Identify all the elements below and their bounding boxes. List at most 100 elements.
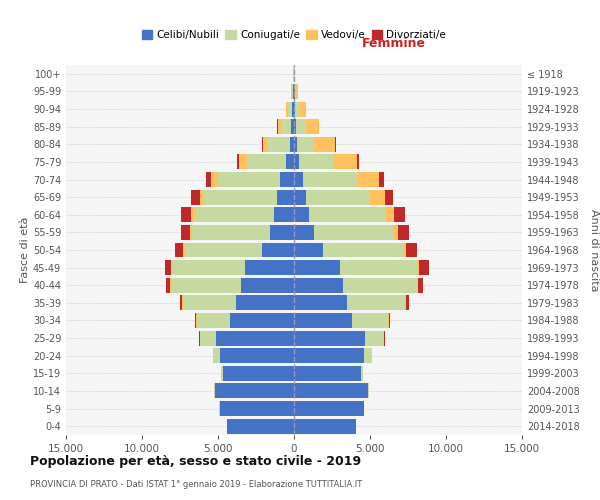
Legend: Celibi/Nubili, Coniugati/e, Vedovi/e, Divorziati/e: Celibi/Nubili, Coniugati/e, Vedovi/e, Di… (137, 26, 451, 44)
Bar (343, 278, 417, 292)
Bar (236, 296, 294, 310)
Bar (195, 313, 196, 328)
Bar (247, 154, 286, 170)
Bar (183, 296, 236, 310)
Bar (368, 384, 370, 398)
Bar (305, 119, 319, 134)
Bar (197, 313, 230, 328)
Bar (394, 208, 405, 222)
Bar (352, 313, 388, 328)
Bar (220, 348, 294, 363)
Bar (180, 296, 182, 310)
Bar (297, 137, 314, 152)
Bar (171, 278, 241, 292)
Text: Popolazione per età, sesso e stato civile - 2019: Popolazione per età, sesso e stato civil… (30, 455, 361, 468)
Bar (300, 102, 306, 116)
Bar (403, 242, 406, 258)
Bar (309, 208, 385, 222)
Bar (405, 296, 406, 310)
Bar (379, 172, 383, 187)
Bar (239, 154, 247, 170)
Bar (217, 330, 294, 345)
Bar (292, 102, 294, 116)
Text: PROVINCIA DI PRATO - Dati ISTAT 1° gennaio 2019 - Elaborazione TUTTITALIA.IT: PROVINCIA DI PRATO - Dati ISTAT 1° genna… (30, 480, 362, 489)
Bar (165, 260, 171, 275)
Bar (262, 137, 263, 152)
Bar (323, 242, 403, 258)
Bar (166, 278, 170, 292)
Bar (347, 296, 405, 310)
Bar (288, 102, 292, 116)
Bar (418, 278, 423, 292)
Bar (211, 172, 218, 187)
Bar (200, 330, 217, 345)
Bar (274, 208, 294, 222)
Bar (175, 242, 183, 258)
Bar (214, 348, 220, 363)
Bar (294, 137, 297, 152)
Bar (370, 190, 385, 204)
Bar (171, 260, 172, 275)
Bar (214, 384, 215, 398)
Bar (294, 366, 361, 381)
Bar (241, 278, 294, 292)
Bar (185, 242, 262, 258)
Bar (292, 84, 293, 99)
Bar (294, 119, 296, 134)
Bar (195, 208, 274, 222)
Bar (333, 154, 357, 170)
Text: Femmine: Femmine (362, 37, 427, 50)
Bar (393, 225, 398, 240)
Bar (294, 172, 303, 187)
Bar (278, 119, 281, 134)
Bar (294, 225, 314, 240)
Bar (306, 190, 370, 204)
Bar (172, 260, 245, 275)
Bar (294, 154, 299, 170)
Bar (182, 296, 183, 310)
Bar (262, 242, 294, 258)
Bar (215, 384, 294, 398)
Bar (295, 84, 296, 99)
Bar (314, 225, 393, 240)
Bar (294, 348, 364, 363)
Bar (406, 242, 417, 258)
Bar (191, 190, 200, 204)
Bar (296, 119, 305, 134)
Bar (296, 84, 298, 99)
Y-axis label: Anni di nascita: Anni di nascita (589, 209, 599, 291)
Bar (294, 296, 347, 310)
Bar (237, 154, 239, 170)
Bar (364, 348, 371, 363)
Bar (335, 137, 336, 152)
Bar (294, 401, 364, 416)
Bar (192, 225, 269, 240)
Bar (245, 260, 294, 275)
Bar (385, 190, 393, 204)
Bar (230, 313, 294, 328)
Bar (191, 208, 195, 222)
Bar (294, 84, 295, 99)
Bar (406, 296, 409, 310)
Bar (281, 119, 291, 134)
Y-axis label: Fasce di età: Fasce di età (20, 217, 30, 283)
Bar (417, 260, 419, 275)
Bar (294, 208, 309, 222)
Bar (419, 260, 428, 275)
Bar (170, 278, 171, 292)
Bar (340, 260, 417, 275)
Bar (294, 242, 323, 258)
Bar (190, 225, 192, 240)
Bar (263, 137, 268, 152)
Bar (218, 172, 280, 187)
Bar (280, 172, 294, 187)
Bar (294, 384, 368, 398)
Bar (220, 401, 294, 416)
Bar (221, 366, 223, 381)
Bar (384, 330, 385, 345)
Bar (295, 102, 300, 116)
Bar (269, 225, 294, 240)
Bar (294, 190, 306, 204)
Bar (365, 330, 383, 345)
Bar (290, 137, 294, 152)
